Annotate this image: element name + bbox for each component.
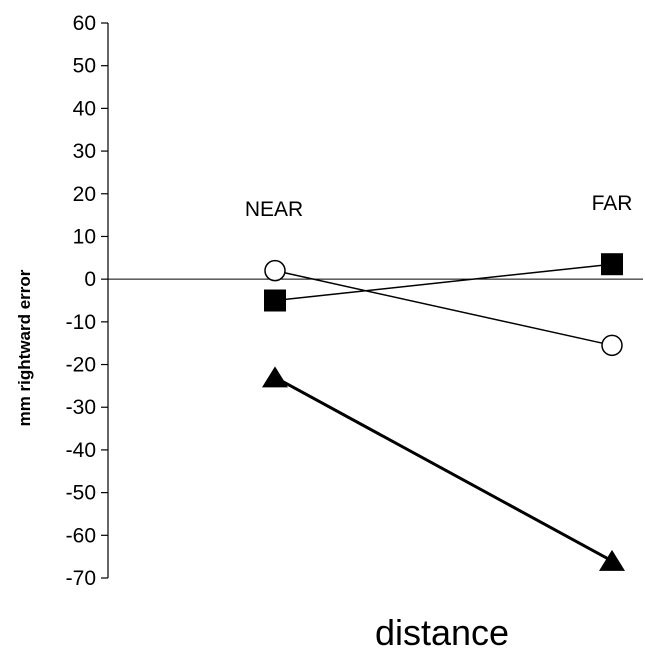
y-tick-label: 10	[73, 225, 96, 248]
series-line	[274, 269, 613, 347]
data-point-circle	[601, 334, 623, 357]
category-label-far: FAR	[592, 192, 633, 215]
data-point-triangle	[262, 366, 288, 388]
data-point-square	[264, 289, 286, 312]
y-tick-label: 20	[73, 183, 96, 206]
y-tick-label: 40	[73, 97, 96, 120]
y-tick-label: -20	[66, 354, 96, 377]
y-tick-label: 50	[73, 55, 96, 78]
series-line	[274, 376, 613, 563]
axes	[107, 23, 643, 578]
y-tick-label: -60	[66, 524, 96, 547]
series	[262, 253, 625, 571]
y-tick-label: 60	[73, 12, 96, 35]
y-tick-label: -10	[66, 311, 96, 334]
y-tick-label: 0	[84, 268, 96, 291]
y-tick-label: 30	[73, 140, 96, 163]
y-axis-label: mm rightward error	[15, 269, 34, 426]
y-ticks: 60 50 40 30 20 10 0 -10 -20 -30 -40 -50 -60 -70	[66, 12, 108, 590]
y-tick-label: -40	[66, 439, 96, 462]
y-tick-label: -50	[66, 482, 96, 505]
y-tick-label: -70	[66, 567, 96, 590]
category-label-near: NEAR	[245, 198, 303, 221]
data-point-triangle	[599, 549, 625, 571]
x-axis-label: distance	[375, 612, 509, 649]
y-tick-label: -30	[66, 396, 96, 419]
data-point-circle	[264, 259, 286, 282]
series-line	[274, 263, 613, 302]
data-point-square	[601, 253, 623, 276]
